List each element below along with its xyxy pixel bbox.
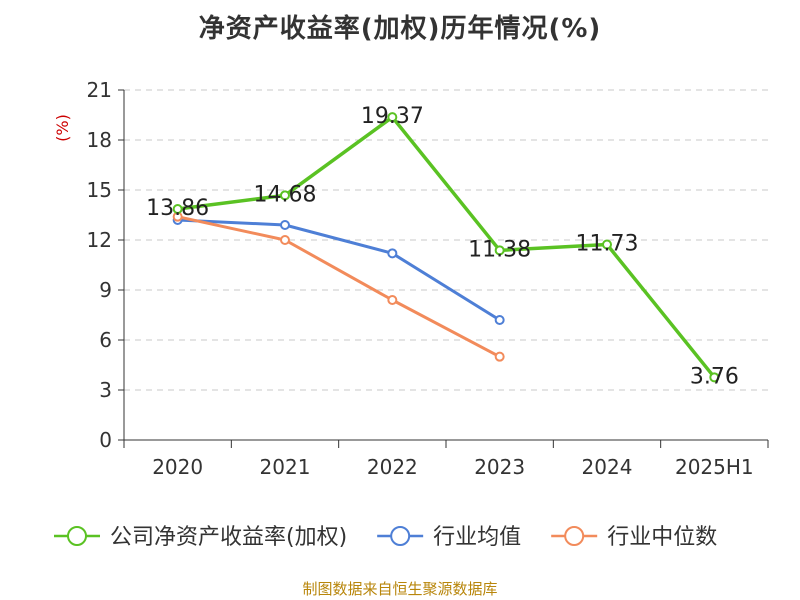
- legend-label-1: 行业均值: [433, 525, 521, 550]
- data-label: 19.37: [361, 104, 424, 129]
- y-tick-label: 6: [99, 328, 112, 352]
- legend-marker-1: [390, 526, 411, 546]
- x-tick-label: 2022: [367, 455, 418, 479]
- y-tick-label: 9: [99, 278, 112, 302]
- data-label: 13.86: [146, 196, 209, 221]
- x-tick-label: 2021: [260, 455, 311, 479]
- x-tick-label: 2020: [152, 455, 203, 479]
- series-point-0: [172, 204, 183, 214]
- x-tick-label: 2023: [474, 455, 525, 479]
- y-tick-label: 18: [87, 128, 112, 152]
- series-point-2: [387, 295, 398, 305]
- y-tick-label: 15: [87, 178, 112, 202]
- series-point-1: [494, 315, 505, 325]
- y-tick-label: 12: [87, 228, 112, 252]
- series-point-0: [494, 245, 505, 256]
- x-tick-label: 2025H1: [675, 455, 754, 479]
- series-point-2: [280, 235, 290, 245]
- series-line-1: [177, 218, 501, 322]
- x-tick-label: 2024: [582, 455, 633, 479]
- y-tick-label: 3: [99, 378, 112, 402]
- series-point-1: [280, 220, 290, 230]
- series-point-1: [387, 248, 398, 259]
- data-label: 11.73: [576, 232, 639, 257]
- series-line-2: [177, 215, 501, 358]
- data-label: 3.76: [690, 364, 739, 389]
- chart-title: 净资产收益率(加权)历年情况(%): [198, 14, 602, 44]
- y-tick-label: 21: [87, 78, 112, 102]
- data-label: 11.38: [468, 237, 531, 262]
- legend-label-2: 行业中位数: [607, 525, 717, 550]
- series-point-0: [387, 112, 398, 123]
- series-line-0: [177, 115, 716, 379]
- series-point-2: [494, 351, 505, 362]
- legend-marker-2: [564, 526, 585, 546]
- series-point-0: [602, 239, 612, 250]
- data-label: 14.68: [254, 182, 317, 207]
- series-point-0: [280, 190, 290, 201]
- source-note: 制图数据来自恒生聚源数据库: [302, 580, 498, 598]
- legend-label-0: 公司净资产收益率(加权): [110, 525, 347, 550]
- y-axis-label: (%): [53, 114, 72, 142]
- y-tick-label: 0: [99, 428, 112, 452]
- series-point-0: [709, 372, 720, 383]
- legend-marker-0: [67, 526, 87, 546]
